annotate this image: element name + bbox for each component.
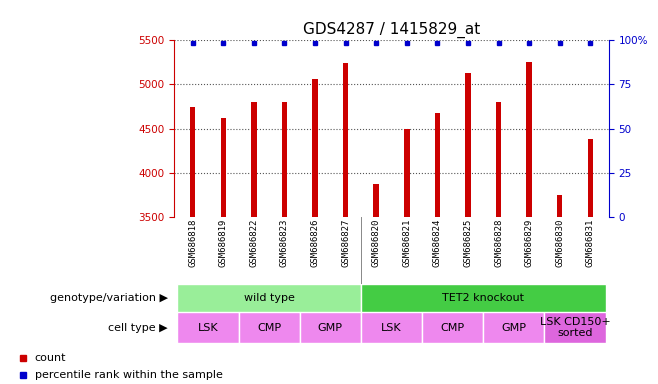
Bar (483, 312, 544, 343)
Text: GSM686821: GSM686821 (402, 219, 411, 267)
Bar (282, 102, 288, 217)
Text: LSK CD150+
sorted: LSK CD150+ sorted (540, 317, 611, 338)
Bar (361, 312, 422, 343)
Bar (239, 312, 300, 343)
Bar (404, 129, 409, 217)
Text: count: count (35, 353, 66, 363)
Text: GMP: GMP (501, 323, 526, 333)
Text: CMP: CMP (441, 323, 465, 333)
Bar (300, 312, 361, 343)
Text: GSM686820: GSM686820 (372, 219, 381, 267)
Text: LSK: LSK (381, 323, 402, 333)
Bar (588, 139, 593, 217)
Text: GMP: GMP (318, 323, 343, 333)
Text: GSM686825: GSM686825 (463, 219, 472, 267)
Text: GSM686826: GSM686826 (311, 219, 320, 267)
Text: genotype/variation ▶: genotype/variation ▶ (50, 293, 168, 303)
Bar (557, 195, 563, 217)
Bar (435, 113, 440, 217)
Text: GSM686828: GSM686828 (494, 219, 503, 267)
Bar (178, 284, 361, 312)
Text: LSK: LSK (197, 323, 218, 333)
Text: GSM686822: GSM686822 (249, 219, 259, 267)
Bar (465, 73, 470, 217)
Title: GDS4287 / 1415829_at: GDS4287 / 1415829_at (303, 22, 480, 38)
Bar (251, 102, 257, 217)
Bar (526, 61, 532, 217)
Text: TET2 knockout: TET2 knockout (442, 293, 524, 303)
Text: GSM686823: GSM686823 (280, 219, 289, 267)
Text: GSM686831: GSM686831 (586, 219, 595, 267)
Text: cell type ▶: cell type ▶ (108, 323, 168, 333)
Bar (178, 312, 239, 343)
Bar (190, 107, 195, 217)
Text: CMP: CMP (257, 323, 281, 333)
Bar (343, 63, 348, 217)
Text: GSM686827: GSM686827 (341, 219, 350, 267)
Bar (374, 184, 379, 217)
Bar (361, 284, 605, 312)
Text: wild type: wild type (243, 293, 295, 303)
Bar (495, 102, 501, 217)
Bar (220, 118, 226, 217)
Bar (544, 312, 605, 343)
Text: GSM686824: GSM686824 (433, 219, 442, 267)
Text: GSM686829: GSM686829 (524, 219, 534, 267)
Bar (422, 312, 483, 343)
Text: percentile rank within the sample: percentile rank within the sample (35, 370, 223, 380)
Text: GSM686830: GSM686830 (555, 219, 564, 267)
Text: GSM686818: GSM686818 (188, 219, 197, 267)
Text: GSM686819: GSM686819 (219, 219, 228, 267)
Bar (313, 79, 318, 217)
